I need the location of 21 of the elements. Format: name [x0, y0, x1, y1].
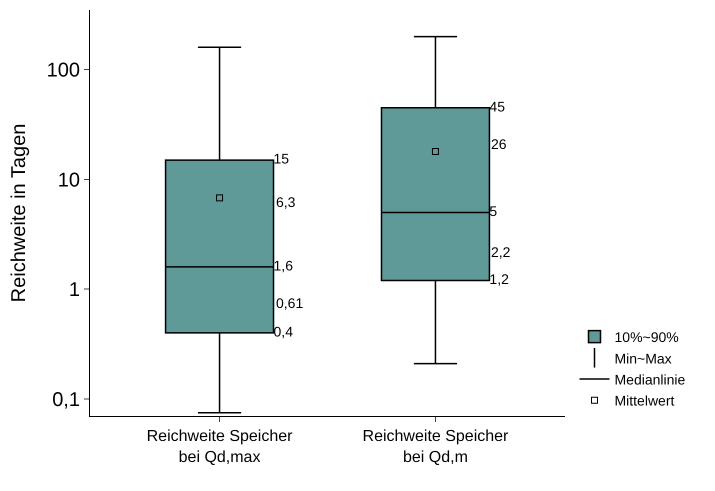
- legend-label: Mittelwert: [614, 392, 675, 409]
- x-tick-label: Reichweite Speicher bei Qd,max: [146, 428, 294, 466]
- annotation: 0,61: [276, 295, 304, 311]
- text: 0,4: [274, 323, 293, 340]
- annotation: 6,3: [276, 194, 296, 210]
- text: Min~Max: [614, 350, 672, 366]
- legend-label: 10%~90%: [614, 329, 679, 346]
- y-tick-label: 1: [68, 279, 80, 302]
- y-tick-label: 0,1: [52, 389, 80, 411]
- text: Medianlinie: [614, 371, 686, 388]
- y-axis-title: Reichweite in Tagen: [8, 124, 30, 302]
- x-tick-label: Reichweite Speicher bei Qd,m: [362, 428, 510, 466]
- text: 1,2: [489, 271, 509, 288]
- text: 15: [274, 150, 290, 167]
- y-tick-label: 10: [58, 169, 80, 192]
- text: 45: [489, 98, 506, 114]
- text: 1,6: [274, 257, 293, 274]
- annotation: 2,2: [491, 244, 511, 260]
- annotation: 26: [491, 136, 507, 152]
- text: 5: [489, 203, 498, 220]
- y-tick-label: 100: [46, 60, 80, 82]
